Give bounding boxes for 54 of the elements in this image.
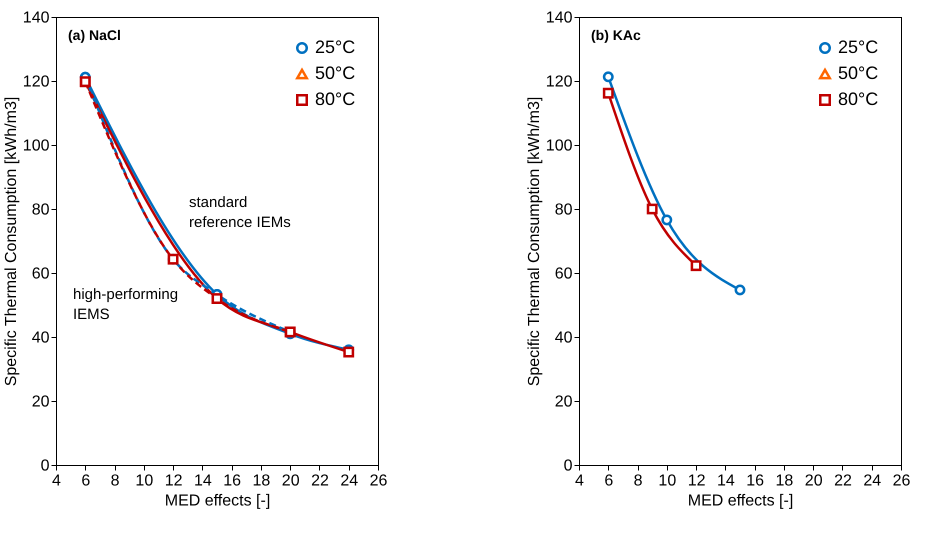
y-tick-label: 60: [554, 266, 573, 282]
x-tick-label: 22: [311, 472, 329, 490]
x-tick-label: 26: [892, 472, 910, 490]
x-axis-title: MED effects [-]: [164, 492, 270, 510]
legend-label: 80°C: [315, 89, 356, 109]
y-axis-title: Specific Thermal Consumption [kWh/m3]: [2, 96, 20, 386]
x-tick-label: 22: [834, 472, 852, 490]
y-tick-label: 40: [32, 330, 50, 346]
y-tick-label: 40: [554, 330, 573, 346]
x-tick-label: 12: [164, 472, 183, 490]
x-tick-label: 8: [110, 472, 120, 490]
x-tick-label: 20: [282, 472, 300, 490]
x-tick-label: 10: [658, 472, 676, 490]
y-tick-label: 120: [22, 74, 50, 90]
legend-label: 25°C: [315, 37, 356, 57]
y-tick-label: 100: [546, 138, 573, 154]
x-tick-label: 6: [604, 472, 614, 490]
y-tick-label: 120: [546, 74, 573, 90]
x-tick-label: 12: [688, 472, 706, 490]
y-tick-label: 100: [22, 138, 50, 154]
x-tick-label: 8: [634, 472, 643, 490]
text: (b) KAc: [591, 27, 641, 43]
x-tick-label: 16: [223, 472, 242, 490]
text: (a) NaCl: [68, 27, 121, 43]
y-tick-label: 20: [554, 394, 573, 410]
x-tick-label: 10: [135, 472, 154, 490]
legend-label: 80°C: [838, 89, 878, 109]
x-tick-label: 14: [716, 472, 735, 490]
x-tick-label: 26: [370, 472, 388, 490]
y-tick-label: 80: [554, 202, 573, 218]
x-tick-label: 18: [252, 472, 270, 490]
y-tick-label: 60: [32, 266, 50, 282]
legend-label: 50°C: [315, 63, 356, 83]
x-axis-title: MED effects [-]: [688, 492, 794, 510]
x-tick-label: 16: [746, 472, 764, 490]
annotation: standard reference IEMs: [189, 194, 291, 231]
y-axis-title: Specific Thermal Consumption [kWh/m3]: [526, 96, 543, 386]
x-tick-label: 6: [81, 472, 90, 490]
y-tick-label: 0: [40, 458, 50, 474]
annotation: high-performing IEMS: [73, 286, 178, 323]
y-tick-label: 140: [22, 10, 50, 26]
x-tick-label: 24: [863, 472, 882, 490]
legend-label: 25°C: [838, 37, 878, 57]
y-tick-label: 140: [546, 10, 573, 26]
x-tick-label: 14: [194, 472, 212, 490]
y-tick-label: 20: [32, 394, 50, 410]
x-tick-label: 18: [776, 472, 794, 490]
legend-label: 50°C: [838, 63, 878, 83]
x-tick-label: 4: [575, 472, 584, 490]
y-tick-label: 80: [32, 202, 50, 218]
x-tick-label: 24: [340, 472, 358, 490]
x-tick-label: 20: [804, 472, 823, 490]
y-tick-label: 0: [564, 458, 573, 474]
x-tick-label: 4: [52, 472, 62, 490]
